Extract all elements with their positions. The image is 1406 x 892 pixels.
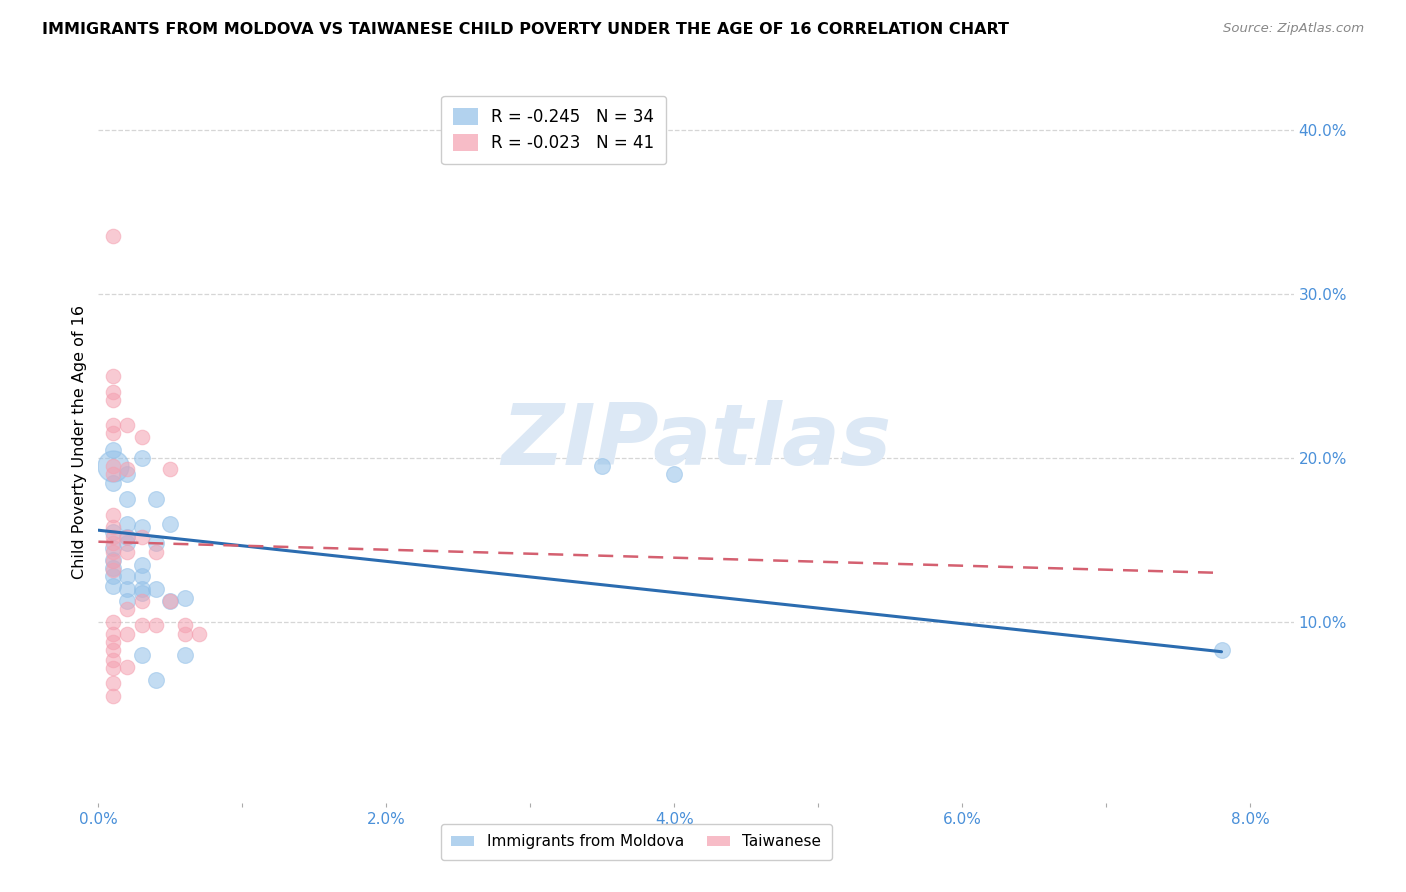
Point [101,368,124,383]
Point [131,569,153,583]
Point [664,467,686,482]
Point [145,544,167,558]
Point [131,558,153,572]
Point [101,661,124,675]
Point [101,442,124,457]
Point [115,467,138,482]
Point [173,648,195,662]
Y-axis label: Child Poverty Under the Age of 16: Child Poverty Under the Age of 16 [72,304,87,579]
Point [101,615,124,630]
Point [101,553,124,567]
Point [188,626,211,640]
Point [159,594,181,608]
Point [101,676,124,690]
Point [159,462,181,476]
Point [101,563,124,577]
Point [101,530,124,544]
Point [115,491,138,506]
Point [101,385,124,400]
Point [101,653,124,667]
Point [115,418,138,433]
Point [159,516,181,531]
Point [101,626,124,640]
Point [145,618,167,632]
Point [591,459,613,474]
Point [131,429,153,443]
Point [101,508,124,523]
Point [101,536,124,550]
Point [101,418,124,433]
Point [101,459,124,474]
Point [101,393,124,408]
Point [145,491,167,506]
Point [101,541,124,556]
Point [131,582,153,597]
Point [101,459,124,474]
Point [115,544,138,558]
Point [131,594,153,608]
Point [101,689,124,703]
Point [173,618,195,632]
Point [131,450,153,465]
Point [131,585,153,599]
Point [101,426,124,441]
Point [145,582,167,597]
Point [101,579,124,593]
Point [131,618,153,632]
Point [101,569,124,583]
Point [115,602,138,616]
Text: Source: ZipAtlas.com: Source: ZipAtlas.com [1223,22,1364,36]
Point [115,582,138,597]
Point [159,594,181,608]
Point [101,554,124,568]
Point [115,626,138,640]
Point [115,594,138,608]
Point [115,462,138,476]
Point [115,569,138,583]
Point [131,520,153,534]
Point [1211,643,1233,657]
Point [115,659,138,673]
Point [115,530,138,544]
Point [145,536,167,550]
Point [115,530,138,544]
Text: ZIPatlas: ZIPatlas [501,400,891,483]
Point [101,467,124,482]
Point [101,635,124,649]
Legend: R = -0.245   N = 34, R = -0.023   N = 41: R = -0.245 N = 34, R = -0.023 N = 41 [441,95,666,164]
Point [101,544,124,558]
Point [101,524,124,539]
Point [131,648,153,662]
Point [101,520,124,534]
Point [101,561,124,575]
Point [101,475,124,490]
Point [115,516,138,531]
Point [115,536,138,550]
Point [173,591,195,605]
Point [101,229,124,244]
Point [173,626,195,640]
Point [101,643,124,657]
Point [131,530,153,544]
Point [145,673,167,687]
Text: IMMIGRANTS FROM MOLDOVA VS TAIWANESE CHILD POVERTY UNDER THE AGE OF 16 CORRELATI: IMMIGRANTS FROM MOLDOVA VS TAIWANESE CHI… [42,22,1010,37]
